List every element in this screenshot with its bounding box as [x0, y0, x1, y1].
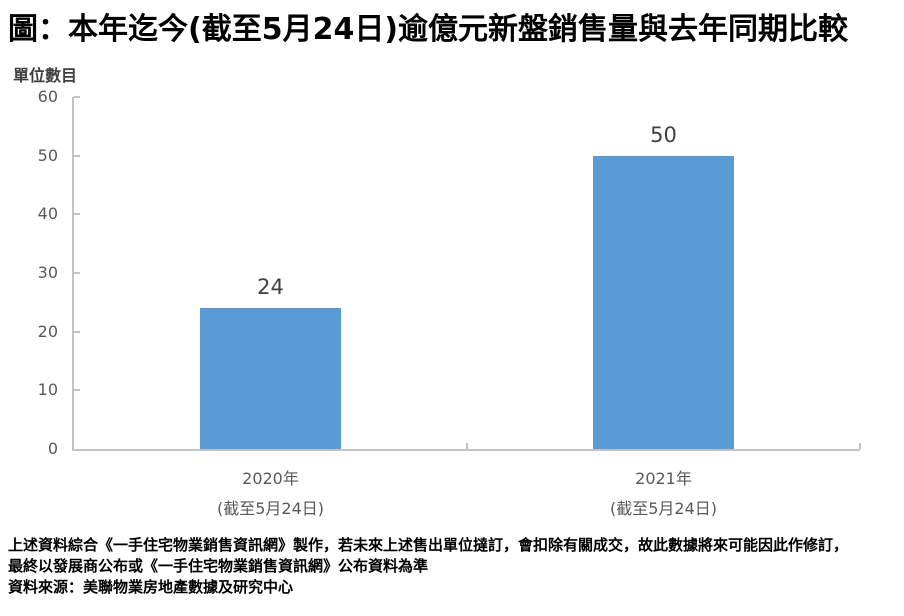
footnote-line-3: 資料來源：美聯物業房地產數據及研究中心 [8, 578, 294, 596]
y-tick-label: 20 [37, 321, 58, 341]
footnote-line-2: 最終以發展商公布或《一手住宅物業銷售資訊網》公布資料為準 [8, 557, 429, 575]
plot-area: 24 2020年 (截至5月24日) 50 2021年 (截至5月24日) [72, 96, 861, 518]
y-tick-label: 30 [37, 263, 58, 282]
y-tick-mark [74, 389, 80, 392]
y-tick-label: 50 [37, 145, 58, 165]
y-tick-mark [74, 272, 80, 274]
y-axis-title: 單位數目 [13, 66, 78, 85]
y-tick-label: 0 [47, 439, 58, 458]
chart-footnote: 上述資料綜合《一手住宅物業銷售資訊網》製作，若未來上述售出單位撻訂，會扣除有關成… [8, 535, 900, 598]
y-tick-mark [74, 154, 80, 157]
bar-value-label: 50 [650, 122, 677, 147]
chart-title: 圖：本年迄今(截至5月24日)逾億元新盤銷售量與去年同期比較 [8, 12, 849, 47]
y-tick-label: 40 [37, 204, 58, 224]
bar-value-label: 24 [257, 275, 284, 300]
x-axis-category-label: 2021年 [635, 469, 692, 488]
bar-2021 [593, 155, 734, 449]
y-tick-mark [74, 330, 80, 333]
footnote-line-1: 上述資料綜合《一手住宅物業銷售資訊網》製作，若未來上述售出單位撻訂，會扣除有關成… [8, 536, 849, 554]
x-axis-category-sublabel: (截至5月24日) [216, 499, 325, 518]
x-tick-mark [466, 443, 468, 449]
y-tick-mark [74, 96, 80, 98]
x-axis-category-sublabel: (截至5月24日) [609, 499, 718, 518]
bar-2020 [200, 308, 341, 449]
x-axis-category-label: 2020年 [242, 469, 299, 488]
y-tick-mark [74, 213, 80, 216]
y-tick-label: 10 [37, 380, 58, 400]
x-tick-mark [859, 443, 861, 449]
y-tick-label: 60 [37, 87, 58, 106]
